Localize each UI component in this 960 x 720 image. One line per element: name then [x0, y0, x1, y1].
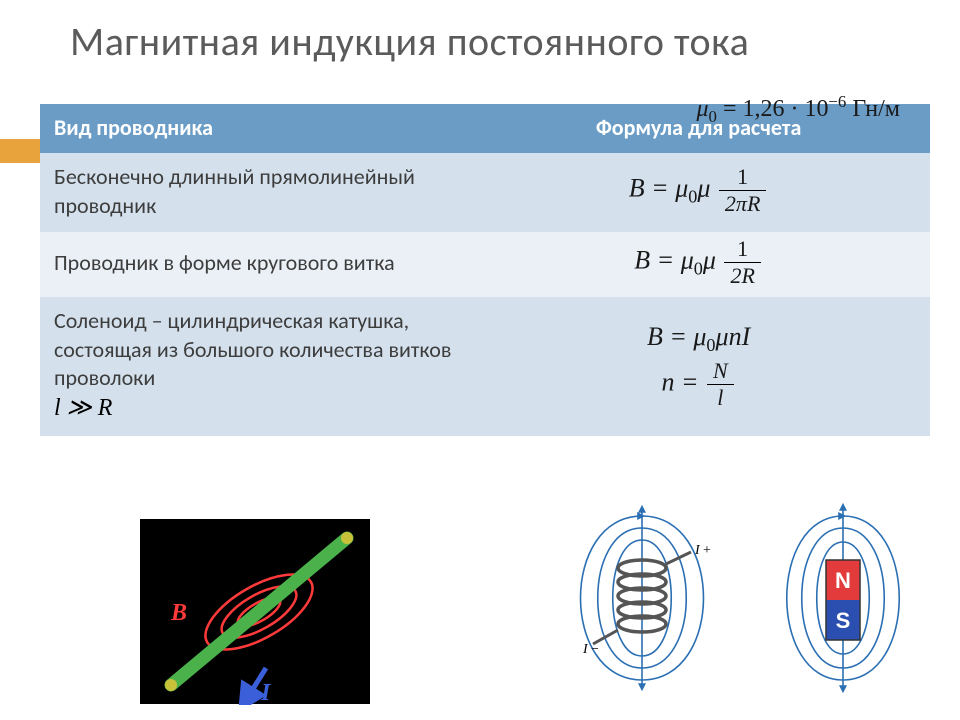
- slide: Магнитная индукция постоянного тока μ0 =…: [0, 0, 960, 720]
- label-B: B: [170, 600, 187, 626]
- f1-sub: 0: [706, 335, 715, 355]
- mu-eq: = 1,26 · 10: [717, 96, 829, 122]
- formula-cell: B = μ0μnI n = N l: [467, 297, 930, 436]
- mu-exp: −6: [828, 92, 846, 111]
- table-row: Бесконечно длинный прямолинейный проводн…: [40, 153, 930, 232]
- frac-num: 1: [719, 166, 766, 190]
- col-header-type: Вид проводника: [40, 104, 467, 153]
- formula-table: Вид проводника Формула для расчета Беско…: [40, 104, 930, 436]
- mu-unit: Гн/м: [846, 96, 900, 122]
- table-row: Проводник в форме кругового витка B = μ0…: [40, 232, 930, 297]
- solenoid-desc: Соленоид – цилиндрическая катушка, состо…: [54, 307, 451, 391]
- frac-num: N: [707, 360, 734, 384]
- fraction: N l: [707, 360, 734, 409]
- f-sub: 0: [688, 187, 697, 207]
- page-title: Магнитная индукция постоянного тока: [70, 20, 920, 64]
- f-sub: 0: [694, 259, 703, 279]
- accent-bar: [0, 139, 40, 163]
- frac-den: 2πR: [719, 190, 766, 215]
- frac-den: l: [707, 384, 734, 409]
- f-mu: μ: [703, 246, 716, 275]
- table-row: Соленоид – цилиндрическая катушка, состо…: [40, 297, 930, 436]
- f-lhs: B = μ: [629, 174, 688, 203]
- fraction: 1 2πR: [719, 166, 766, 215]
- f-mu: μ: [697, 174, 710, 203]
- minus-icon: −: [591, 642, 599, 657]
- label-S: S: [836, 608, 851, 633]
- frac-den: 2R: [724, 262, 760, 287]
- conductor-label: Бесконечно длинный прямолинейный проводн…: [40, 153, 467, 232]
- conductor-label: Проводник в форме кругового витка: [40, 232, 467, 297]
- title-wrap: Магнитная индукция постоянного тока: [70, 20, 920, 64]
- mu-symbol: μ: [697, 96, 709, 122]
- frac-num: 1: [724, 238, 760, 262]
- label-N: N: [835, 568, 851, 593]
- magnet-svg: N S: [758, 498, 928, 698]
- figure-straight-wire: B I: [140, 519, 370, 704]
- solenoid-svg: I − I +: [545, 498, 740, 698]
- f-lhs: B = μ: [634, 246, 693, 275]
- f1-lhs: B = μ: [647, 322, 706, 351]
- label-I: I: [260, 680, 272, 705]
- figures-area: B I: [40, 504, 940, 704]
- formula-cell: B = μ0μ 1 2R: [467, 232, 930, 297]
- plus-icon: +: [703, 543, 711, 558]
- mu-sub: 0: [709, 107, 717, 126]
- fraction: 1 2R: [724, 238, 760, 287]
- f1-rest: μnI: [716, 322, 751, 351]
- label-I-out: I: [582, 642, 589, 657]
- formula-cell: B = μ0μ 1 2πR: [467, 153, 930, 232]
- f2-lhs: n =: [661, 368, 705, 397]
- label-I-in: I: [694, 543, 701, 558]
- mu-zero-constant: μ0 = 1,26 · 10−6 Гн/м: [697, 92, 901, 127]
- figure-bar-magnet: N S: [758, 498, 928, 698]
- formula-line2: n = N l: [477, 360, 920, 409]
- conductor-label: Соленоид – цилиндрическая катушка, состо…: [40, 297, 467, 436]
- wire-svg: B I: [141, 520, 371, 705]
- figure-solenoid: I − I +: [545, 498, 740, 698]
- formula-line1: B = μ0μnI: [477, 320, 920, 358]
- solenoid-condition: l ≫ R: [54, 395, 112, 421]
